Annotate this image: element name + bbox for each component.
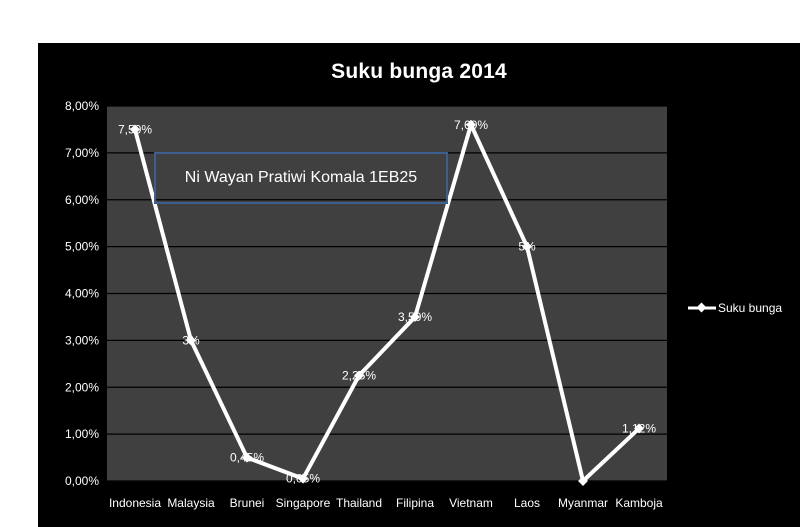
data-point [634,423,644,434]
y-tick-label: 7,00% [65,146,99,160]
annotation-text: Ni Wayan Pratiwi Komala 1EB25 [184,169,418,186]
y-tick-label: 3,00% [65,333,99,347]
x-tick-label: Kamboja [615,496,663,510]
y-tick-label: 0,00% [65,474,99,488]
y-tick-label: 8,00% [65,99,99,113]
y-tick-label: 2,00% [65,380,99,394]
data-markers [130,119,644,486]
annotation-box: Ni Wayan Pratiwi Komala 1EB25 [154,152,448,204]
data-point [354,370,364,381]
x-axis-ticks: Indonesia Malaysia Brunei Singapore Thailand… [109,496,663,510]
data-point [410,311,420,322]
data-point [298,473,308,484]
series-line-suku-bunga [133,122,641,483]
data-label: 0,05% [286,472,320,486]
data-point [186,335,196,346]
data-label: 1,12% [622,422,656,436]
data-label: 0,45% [230,451,264,465]
top-margin [0,0,800,43]
data-label: 3,50% [398,310,432,324]
x-tick-label: Indonesia [109,496,161,510]
data-point [578,476,588,486]
y-tick-label: 4,00% [65,287,99,301]
data-label: 7,60% [454,118,488,132]
x-tick-label: Brunei [230,496,265,510]
x-tick-label: Singapore [276,496,331,510]
x-tick-label: Thailand [336,496,382,510]
data-point [242,452,252,463]
y-tick-label: 6,00% [65,193,99,207]
x-tick-label: Malaysia [167,496,215,510]
legend: Suku bunga [688,301,782,315]
data-labels: 7,50% 3% 0,45% 0,05% 2,25% 3,50% 7,60% 5% 1,12% [118,118,656,486]
data-point [130,124,140,135]
y-tick-label: 5,00% [65,240,99,254]
left-margin [0,43,38,527]
x-tick-label: Filipina [396,496,434,510]
y-tick-label: 1,00% [65,427,99,441]
data-label: 3% [182,333,200,347]
chart-title: Suku bunga 2014 [331,60,507,83]
data-point [522,241,532,252]
legend-label: Suku bunga [718,301,782,315]
data-label: 7,50% [118,122,152,136]
y-axis-ticks: 0,00% 1,00% 2,00% 3,00% 4,00% 5,00% 6,00% 7,00%… [65,99,99,488]
x-tick-label: Laos [514,496,540,510]
data-label: 5% [518,240,536,254]
x-tick-label: Vietnam [449,496,493,510]
legend-marker [696,302,707,313]
x-tick-label: Myanmar [558,496,608,510]
data-label: 2,25% [342,369,376,383]
